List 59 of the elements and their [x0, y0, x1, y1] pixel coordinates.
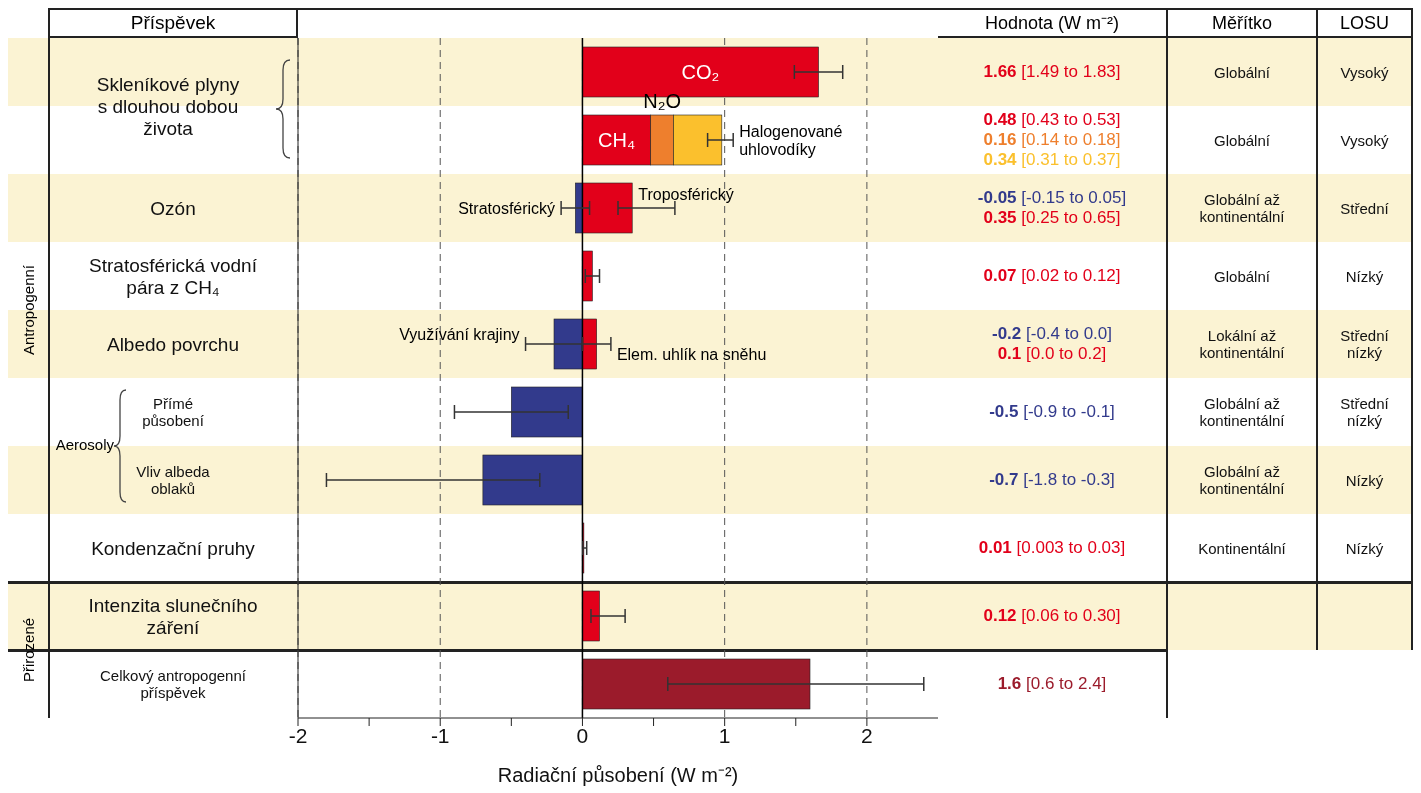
x-axis-title: Radiační působení (W m⁻²): [497, 764, 739, 786]
text: Globální: [1214, 267, 1270, 285]
series-label: Halogenované uhlovodíky: [739, 123, 843, 158]
text: 1.66 [1.49 to 1.83]: [983, 62, 1121, 82]
x-tick-label: -2: [288, 723, 308, 747]
text: Střední nízký: [1339, 395, 1390, 429]
y-tick-label: Přímé působení: [142, 394, 205, 429]
series-label: Troposférický: [638, 186, 734, 203]
text: Globální: [1214, 131, 1270, 149]
text: Nízký: [1345, 539, 1384, 557]
text: 0.16 [0.14 to 0.18]: [983, 130, 1121, 150]
text: 0.48 [0.43 to 0.53]: [983, 110, 1121, 130]
text: Nízký: [1345, 267, 1384, 285]
text: Měřítko: [1168, 8, 1316, 38]
series-label: CH₄: [598, 129, 636, 151]
series-label: Elem. uhlík na sněhu: [616, 346, 767, 363]
text: Využívání krajiny: [399, 326, 520, 343]
series-label: CO₂: [681, 61, 720, 83]
text: Globální až kontinentální: [1198, 463, 1286, 497]
y-tick-label: Ozón: [150, 197, 196, 219]
y-axis-title: Příspěvek: [48, 8, 298, 38]
text: Globální: [1214, 63, 1270, 81]
y-tick-label: Celkový antropogenní příspěvek: [100, 666, 247, 701]
text: Střední nízký: [1339, 327, 1390, 361]
text: LOSU: [1318, 8, 1411, 38]
text: Globální až kontinentální: [1198, 191, 1286, 225]
text: Hodnota (W m⁻²): [938, 8, 1166, 38]
text: Vysoký: [1340, 131, 1389, 149]
text: Globální až kontinentální: [1198, 395, 1286, 429]
text: Střední: [1340, 199, 1389, 217]
text: -0.05 [-0.15 to 0.05]: [977, 188, 1127, 208]
text: -0.5 [-0.9 to -0.1]: [989, 402, 1115, 422]
y-tick-label: Albedo povrchu: [106, 333, 240, 355]
text: 1.6 [0.6 to 2.4]: [997, 674, 1107, 694]
text: 0.12 [0.06 to 0.30]: [983, 606, 1121, 626]
text: 0.01 [0.003 to 0.03]: [978, 538, 1126, 558]
text: 0.35 [0.25 to 0.65]: [983, 208, 1121, 228]
y-tick-label: Stratosférická vodní pára z CH₄: [89, 254, 258, 298]
y-tick-label: Intenzita slunečního záření: [88, 594, 258, 638]
text: Kontinentální: [1198, 539, 1286, 557]
y-tick-label: Kondenzační pruhy: [91, 537, 256, 559]
text: Vysoký: [1340, 63, 1389, 81]
text: Antropogenní: [19, 264, 37, 356]
x-tick-label: 0: [576, 723, 589, 747]
series-label: N₂O: [643, 90, 681, 112]
text: 0.1 [0.0 to 0.2]: [997, 344, 1107, 364]
text: -0.2 [-0.4 to 0.0]: [991, 324, 1113, 344]
text: Nízký: [1345, 471, 1384, 489]
text: 0.34 [0.31 to 0.37]: [983, 150, 1121, 170]
text: -0.7 [-1.8 to -0.3]: [989, 470, 1115, 490]
text: Aerosoly: [54, 436, 114, 453]
series-label: Stratosférický: [458, 200, 556, 217]
text: Lokální až kontinentální: [1198, 327, 1286, 361]
x-tick-label: 2: [861, 723, 873, 747]
x-tick-label: -1: [430, 723, 450, 747]
y-tick-label: Skleníkové plyny s dlouhou dobou života: [96, 73, 240, 139]
x-tick-label: 1: [718, 723, 731, 747]
text: 0.07 [0.02 to 0.12]: [983, 266, 1121, 286]
y-tick-label: Vliv albeda oblaků: [136, 462, 211, 497]
